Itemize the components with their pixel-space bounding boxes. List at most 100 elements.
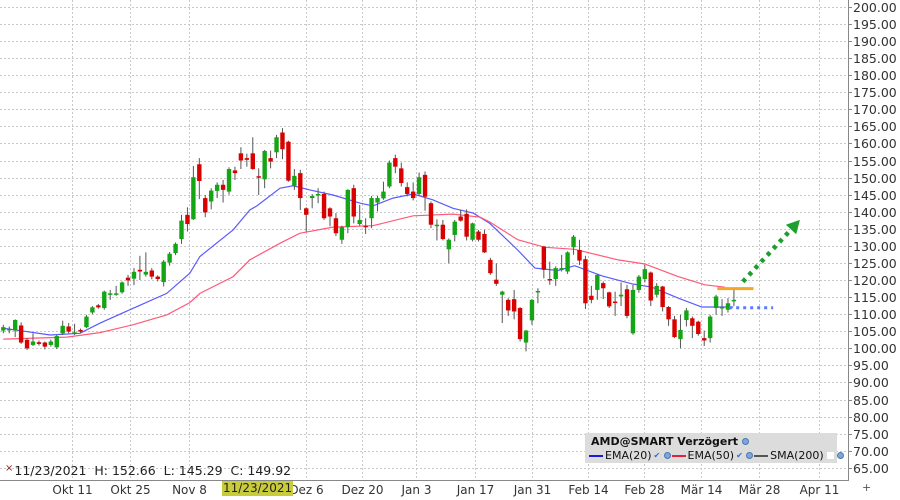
candle-down — [482, 233, 487, 253]
legend-item-ema20[interactable]: EMA(20) — [605, 449, 652, 462]
candle-up — [1, 327, 6, 331]
ema20-swatch — [589, 454, 603, 457]
y-tick-label: 100.00 — [853, 341, 897, 356]
candle-down — [185, 214, 190, 225]
ema20-settings-icon[interactable] — [663, 452, 671, 459]
ema20-checkbox-icon[interactable]: ✔ — [653, 451, 661, 460]
candle-up — [565, 252, 570, 272]
candle-up — [725, 303, 731, 310]
candle-down — [494, 279, 499, 284]
candle-up — [262, 150, 267, 180]
candle-down — [399, 168, 404, 184]
ohlc-info-bar: ×11/23/2021 H: 152.66 L: 145.29 C: 149.9… — [5, 463, 291, 478]
candle-down — [612, 301, 618, 304]
x-tick-label: Jan 31 — [513, 483, 552, 497]
ema50-swatch — [671, 454, 686, 457]
candle-up — [226, 169, 232, 192]
candle-up — [470, 223, 475, 240]
candle-down — [517, 308, 523, 340]
candle-down — [696, 321, 701, 335]
x-axis-labels: Okt 11 Okt 25 Nov 8 Dez 6 Dez 20 Jan 3 Jan 17 J… — [52, 483, 839, 497]
forecast-arrow-head-icon — [785, 219, 800, 235]
forecast-arrow-shaft — [741, 227, 793, 284]
candle-up — [357, 219, 362, 225]
candle-up — [72, 332, 77, 334]
candle-up — [167, 253, 172, 263]
candle-up — [173, 243, 178, 254]
candle-down — [149, 270, 154, 277]
y-tick-label: 105.00 — [853, 324, 897, 339]
candle-up — [12, 320, 18, 331]
candle-down — [238, 153, 244, 161]
y-tick-label: 185.00 — [853, 51, 897, 66]
x-tick-label: Okt 25 — [110, 483, 150, 497]
annotations[interactable] — [717, 219, 800, 310]
y-tick-label: 140.00 — [853, 205, 897, 220]
candle-up — [707, 316, 713, 339]
candle-up — [387, 162, 392, 187]
sma200-settings-icon[interactable] — [836, 452, 844, 459]
sma200-checkbox[interactable] — [826, 452, 834, 459]
candle-down — [232, 170, 238, 174]
legend-title: AMD@SMART Verzögert — [591, 435, 750, 448]
candle-down — [511, 299, 517, 312]
candle-up — [161, 261, 166, 283]
candle-up — [713, 296, 719, 309]
axis-corner-plus-icon[interactable]: + — [862, 481, 872, 494]
candle-up — [119, 282, 125, 293]
candle-down — [244, 158, 250, 160]
y-tick-label: 180.00 — [853, 68, 897, 83]
candle-up — [571, 236, 576, 248]
candle-up — [60, 325, 65, 334]
candle-down — [583, 259, 588, 304]
grid — [0, 0, 852, 480]
candle-up — [369, 198, 374, 219]
candle-down — [541, 246, 547, 270]
candle-down — [393, 158, 398, 167]
candle-down — [410, 191, 416, 199]
candle-up — [54, 336, 59, 348]
candle-down — [428, 203, 434, 225]
y-tick-label: 90.00 — [853, 375, 889, 390]
candle-down — [333, 218, 339, 234]
candle-down — [506, 299, 511, 311]
candle-down — [321, 193, 327, 219]
candle-down — [666, 307, 671, 320]
candle-up — [500, 291, 505, 295]
candle-up — [446, 239, 451, 250]
legend-row: EMA(20) ✔ EMA(50) ✔ SMA(200) — [589, 449, 845, 462]
candle-up — [84, 316, 89, 328]
candle-up — [143, 271, 149, 275]
settings-icon[interactable] — [741, 438, 749, 445]
candle-down — [601, 283, 606, 289]
x-tick-label: Dez 20 — [341, 483, 383, 497]
candle-down — [125, 277, 131, 281]
ema50-checkbox-icon[interactable]: ✔ — [736, 451, 743, 460]
candle-down — [488, 259, 493, 274]
x-tick-label: Dez 6 — [289, 483, 323, 497]
candle-down — [197, 164, 202, 182]
candle-up — [339, 227, 345, 240]
candle-down — [66, 326, 71, 332]
candle-down — [589, 295, 594, 300]
y-tick-label: 125.00 — [853, 256, 897, 271]
y-tick-label: 110.00 — [853, 307, 897, 322]
candle-down — [36, 342, 42, 344]
candle-down — [660, 286, 665, 308]
candle-down — [155, 276, 160, 280]
close-info-icon[interactable]: × — [5, 463, 14, 474]
candle-down — [606, 292, 612, 307]
x-tick-label: Okt 11 — [52, 483, 92, 497]
moving-averages — [3, 185, 734, 340]
candle-up — [375, 198, 380, 203]
legend-item-sma200[interactable]: SMA(200) — [770, 449, 824, 462]
y-tick-label: 145.00 — [853, 188, 897, 203]
y-tick-label: 95.00 — [853, 358, 889, 373]
y-tick-label: 70.00 — [853, 444, 889, 459]
sma200-swatch — [754, 454, 769, 457]
candle-up — [309, 196, 315, 199]
legend-item-ema50[interactable]: EMA(50) — [687, 449, 735, 462]
candle-down — [304, 208, 309, 215]
ema50-settings-icon[interactable] — [746, 452, 754, 459]
